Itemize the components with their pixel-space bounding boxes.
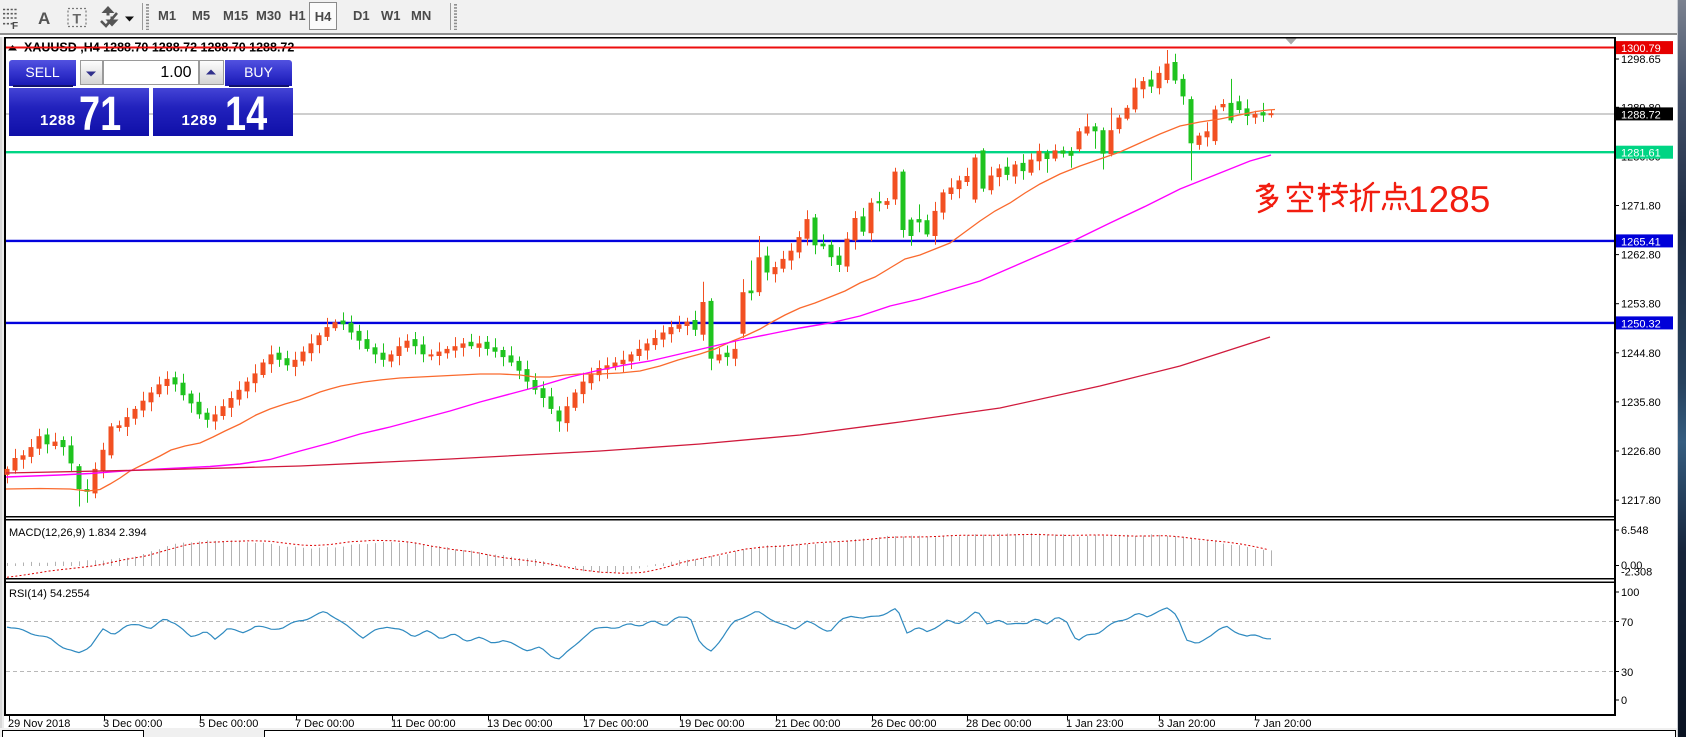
svg-text:1281.61: 1281.61: [1621, 148, 1661, 160]
svg-text:0.00: 0.00: [1621, 560, 1642, 572]
svg-text:29 Nov 2018: 29 Nov 2018: [8, 718, 70, 730]
svg-text:1265.41: 1265.41: [1621, 236, 1661, 248]
svg-text:1298.65: 1298.65: [1621, 54, 1661, 66]
svg-text:1300.79: 1300.79: [1621, 43, 1661, 55]
svg-text:1250.32: 1250.32: [1621, 318, 1661, 330]
svg-text:26 Dec 00:00: 26 Dec 00:00: [871, 718, 936, 730]
svg-text:3 Dec 00:00: 3 Dec 00:00: [103, 718, 162, 730]
svg-text:21 Dec 00:00: 21 Dec 00:00: [775, 718, 840, 730]
svg-text:70: 70: [1621, 617, 1633, 629]
svg-text:100: 100: [1621, 587, 1639, 599]
svg-text:0: 0: [1621, 695, 1627, 707]
svg-text:5 Dec 00:00: 5 Dec 00:00: [199, 718, 258, 730]
svg-text:11 Dec 00:00: 11 Dec 00:00: [391, 718, 456, 730]
svg-text:3 Jan 20:00: 3 Jan 20:00: [1158, 718, 1216, 730]
svg-text:1285: 1285: [1408, 179, 1490, 220]
svg-text:1 Jan 23:00: 1 Jan 23:00: [1066, 718, 1124, 730]
svg-text:-2.308: -2.308: [1621, 567, 1652, 579]
svg-text:1244.80: 1244.80: [1621, 348, 1661, 360]
svg-text:30: 30: [1621, 667, 1633, 679]
svg-text:T: T: [73, 11, 82, 27]
svg-text:1235.80: 1235.80: [1621, 397, 1661, 409]
svg-text:6.548: 6.548: [1621, 525, 1649, 537]
svg-text:7 Dec 00:00: 7 Dec 00:00: [295, 718, 354, 730]
svg-text:17 Dec 00:00: 17 Dec 00:00: [583, 718, 648, 730]
svg-text:1271.80: 1271.80: [1621, 201, 1661, 213]
svg-text:1262.80: 1262.80: [1621, 250, 1661, 262]
svg-text:1288.72: 1288.72: [1621, 109, 1661, 121]
svg-text:13 Dec 00:00: 13 Dec 00:00: [487, 718, 552, 730]
svg-text:MACD(12,26,9) 1.834 2.394: MACD(12,26,9) 1.834 2.394: [9, 527, 147, 539]
svg-text:A: A: [38, 9, 50, 28]
svg-text:1253.80: 1253.80: [1621, 299, 1661, 311]
svg-text:7 Jan 20:00: 7 Jan 20:00: [1254, 718, 1312, 730]
svg-text:F: F: [12, 21, 18, 32]
svg-text:28 Dec 00:00: 28 Dec 00:00: [966, 718, 1031, 730]
svg-text:19 Dec 00:00: 19 Dec 00:00: [679, 718, 744, 730]
svg-text:1226.80: 1226.80: [1621, 446, 1661, 458]
svg-text:RSI(14) 54.2554: RSI(14) 54.2554: [9, 588, 90, 600]
svg-text:1217.80: 1217.80: [1621, 495, 1661, 507]
